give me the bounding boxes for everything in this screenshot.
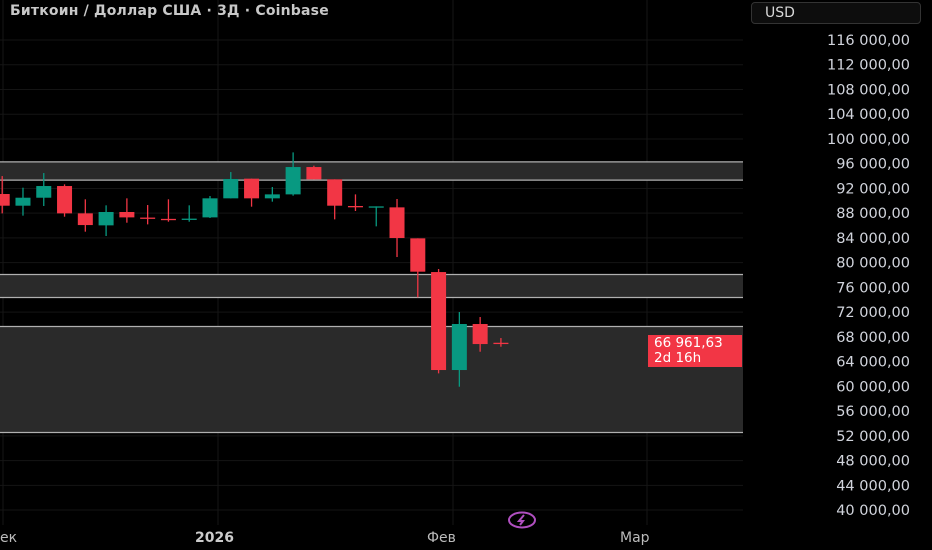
candle-body-up <box>98 212 114 226</box>
candle-body-up <box>223 179 239 199</box>
candle-body-up <box>36 186 52 198</box>
last-price-tag: 66 961,63 2d 16h <box>648 335 742 367</box>
lightning-icon[interactable] <box>507 510 537 530</box>
candle-body-down <box>410 238 426 272</box>
time-label-dec: ек <box>0 530 18 546</box>
candle-body-up <box>368 206 384 208</box>
price-axis-label: 72 000,00 <box>836 305 910 321</box>
candle-body-down <box>77 213 93 226</box>
price-zone <box>0 161 743 181</box>
currency-button[interactable]: USD <box>751 2 921 24</box>
price-axis-label: 80 000,00 <box>836 256 910 272</box>
candle-body-down <box>0 194 10 206</box>
time-label-mar: Мар <box>620 530 650 546</box>
symbol-title: Биткоин / Доллар США · 3Д · Coinbase <box>10 3 329 19</box>
price-axis-label: 60 000,00 <box>836 379 910 395</box>
price-axis-label: 92 000,00 <box>836 181 910 197</box>
price-axis-label: 84 000,00 <box>836 231 910 247</box>
candle-body-down <box>327 179 343 206</box>
price-axis-label: 100 000,00 <box>827 132 910 148</box>
price-axis-label: 96 000,00 <box>836 157 910 173</box>
bar-countdown: 2d 16h <box>654 350 702 366</box>
price-axis-label: 104 000,00 <box>827 107 910 123</box>
price-axis-label: 44 000,00 <box>836 478 910 494</box>
price-axis-label: 40 000,00 <box>836 503 910 519</box>
price-axis-label: 48 000,00 <box>836 454 910 470</box>
price-axis-label: 108 000,00 <box>827 82 910 98</box>
price-zone <box>0 326 743 433</box>
price-zone <box>0 274 743 298</box>
price-axis-label: 112 000,00 <box>827 58 910 74</box>
candle-body-down <box>472 324 488 345</box>
candle-body-down <box>119 212 135 218</box>
candle-body-down <box>493 342 509 345</box>
time-label-2026: 2026 <box>195 530 234 546</box>
candle-body-down <box>57 186 73 214</box>
candle-body-down <box>389 207 405 239</box>
price-axis-label: 52 000,00 <box>836 429 910 445</box>
candle-body-down <box>244 178 260 199</box>
candle-body-up <box>451 324 467 371</box>
candle-body-down <box>160 218 176 221</box>
candle-body-up <box>202 198 218 218</box>
candle-body-down <box>431 272 447 371</box>
price-axis-label: 68 000,00 <box>836 330 910 346</box>
price-axis-label: 56 000,00 <box>836 404 910 420</box>
candle-body-up <box>181 218 197 220</box>
time-label-feb: Фев <box>427 530 456 546</box>
candle-body-up <box>264 194 280 199</box>
candle-body-down <box>140 217 156 219</box>
candle-body-down <box>347 206 363 208</box>
candle-body-down <box>306 167 322 180</box>
price-axis-label: 88 000,00 <box>836 206 910 222</box>
candle-body-up <box>285 167 301 195</box>
price-axis-label: 64 000,00 <box>836 355 910 371</box>
price-axis-label: 76 000,00 <box>836 280 910 296</box>
last-price-value: 66 961,63 <box>654 335 723 351</box>
candle-body-up <box>15 197 31 206</box>
price-axis-label: 116 000,00 <box>827 33 910 49</box>
